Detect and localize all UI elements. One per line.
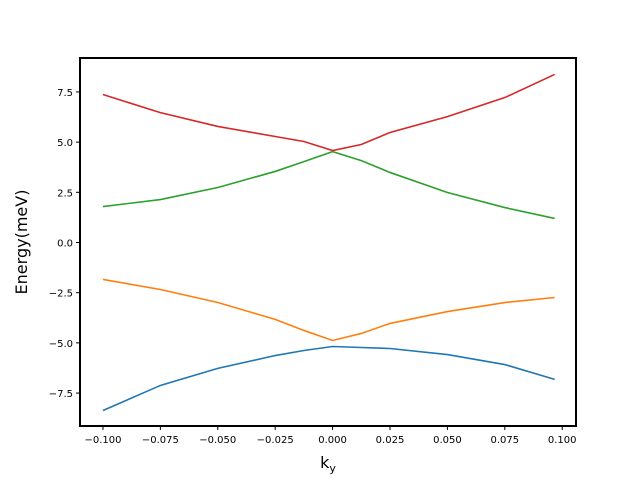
y-axis-label: Energy(meV) xyxy=(12,190,31,295)
y-tick-label: 0.0 xyxy=(57,239,73,250)
x-tick-label: −0.050 xyxy=(199,435,236,446)
y-tick-label: 2.5 xyxy=(57,188,73,199)
series-line xyxy=(102,278,555,342)
x-tick-label: −0.025 xyxy=(257,435,294,446)
y-tick-label: 7.5 xyxy=(57,88,73,99)
series-line xyxy=(102,73,555,152)
x-tick-label: 0.025 xyxy=(376,435,405,446)
x-axis-label: ky xyxy=(320,453,336,475)
x-tick-label: 0.075 xyxy=(490,435,519,446)
x-label-main: k xyxy=(320,453,330,472)
x-tick-label: 0.000 xyxy=(318,435,347,446)
x-tick-label: 0.100 xyxy=(548,435,577,446)
y-tick-label: −7.5 xyxy=(49,389,73,400)
x-tick-label: −0.075 xyxy=(142,435,179,446)
y-tick-label: −5.0 xyxy=(49,339,73,350)
series-line xyxy=(102,345,555,412)
y-tick-label: −2.5 xyxy=(49,289,73,300)
x-tick-label: 0.050 xyxy=(433,435,462,446)
y-tick-label: 5.0 xyxy=(57,138,73,149)
series-line xyxy=(102,150,555,220)
x-tick-label: −0.100 xyxy=(84,435,121,446)
plot-frame xyxy=(79,57,577,427)
x-label-subscript: y xyxy=(329,462,336,475)
